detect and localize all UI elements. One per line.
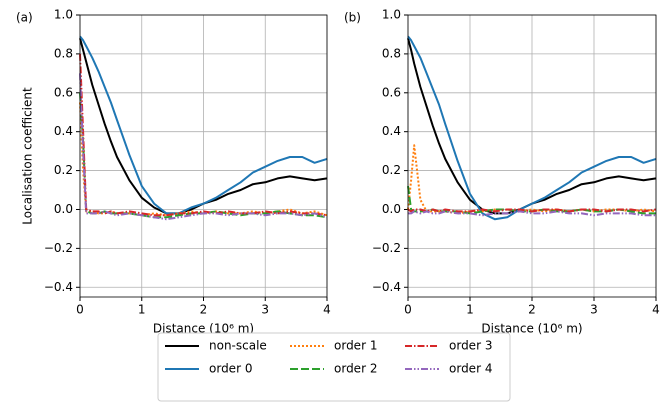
x-axis-label: Distance (10⁶ m) bbox=[153, 322, 254, 336]
legend-label: order 3 bbox=[449, 339, 492, 353]
y-tick-label: 0.6 bbox=[382, 85, 401, 99]
x-tick-label: 3 bbox=[590, 303, 598, 317]
legend-label: order 2 bbox=[334, 362, 377, 376]
y-tick-label: 0.2 bbox=[382, 163, 401, 177]
plot-frame bbox=[79, 14, 328, 298]
x-axis-label: Distance (10⁶ m) bbox=[481, 322, 582, 336]
series-line bbox=[407, 208, 657, 213]
y-tick-label: 0.6 bbox=[54, 85, 73, 99]
series-line bbox=[79, 92, 328, 219]
y-tick-label: 0.4 bbox=[382, 124, 401, 138]
x-tick-label: 4 bbox=[652, 303, 660, 317]
y-tick-label: 0.8 bbox=[54, 46, 73, 60]
y-tick-label: −0.4 bbox=[372, 280, 401, 294]
y-tick-label: 0.0 bbox=[382, 202, 401, 216]
legend-label: non-scale bbox=[209, 339, 267, 353]
plot-frame bbox=[407, 14, 657, 298]
y-tick-label: 0.0 bbox=[54, 202, 73, 216]
x-tick-label: 1 bbox=[466, 303, 474, 317]
y-axis-label: Localisation coefficient bbox=[21, 87, 35, 225]
series-line bbox=[79, 102, 328, 217]
panel-label: (a) bbox=[16, 11, 33, 25]
y-tick-label: −0.2 bbox=[372, 241, 401, 255]
legend-box bbox=[157, 332, 511, 402]
y-tick-label: 1.0 bbox=[54, 8, 73, 22]
x-tick-label: 4 bbox=[323, 303, 331, 317]
x-tick-label: 3 bbox=[261, 303, 269, 317]
y-tick-label: 0.4 bbox=[54, 124, 73, 138]
series-line bbox=[79, 53, 328, 217]
panel-label: (b) bbox=[344, 11, 361, 25]
legend-label: order 0 bbox=[209, 362, 252, 376]
x-tick-label: 1 bbox=[138, 303, 146, 317]
x-tick-label: 2 bbox=[200, 303, 208, 317]
series-line bbox=[79, 73, 328, 221]
y-tick-label: 0.8 bbox=[382, 46, 401, 60]
x-tick-label: 0 bbox=[404, 303, 412, 317]
x-tick-label: 2 bbox=[528, 303, 536, 317]
y-tick-label: −0.2 bbox=[44, 241, 73, 255]
y-tick-label: 1.0 bbox=[382, 8, 401, 22]
legend-label: order 4 bbox=[449, 362, 492, 376]
x-tick-label: 0 bbox=[76, 303, 84, 317]
y-tick-label: 0.2 bbox=[54, 163, 73, 177]
series-line bbox=[407, 35, 657, 221]
y-tick-label: −0.4 bbox=[44, 280, 73, 294]
legend-label: order 1 bbox=[334, 339, 377, 353]
series-line bbox=[408, 210, 656, 217]
